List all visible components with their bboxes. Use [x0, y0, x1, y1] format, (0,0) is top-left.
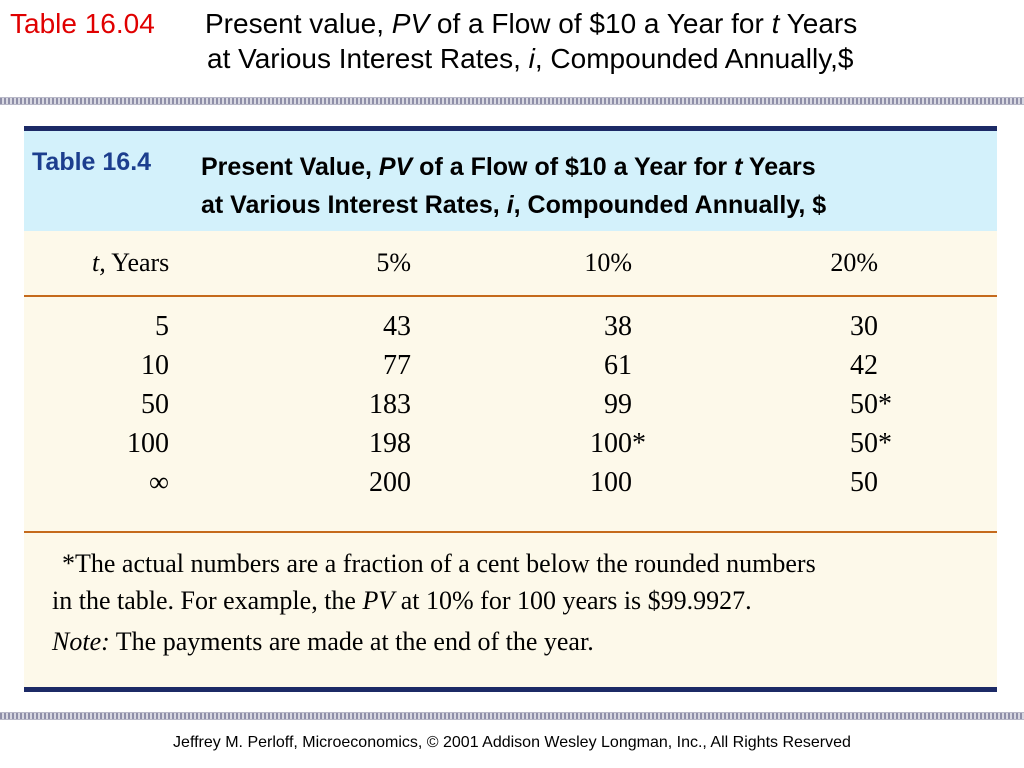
footnote-line-2: in the table. For example, the PV at 10%…: [52, 586, 752, 616]
cell-5pct: 77: [383, 350, 411, 381]
table-title-post: Years: [742, 153, 816, 181]
slide-title-i: i: [528, 43, 535, 74]
cell-10pct-value: 100: [590, 467, 632, 498]
cell-years: 5: [155, 311, 169, 342]
slide-title-pv: PV: [391, 8, 430, 39]
slide-title-mid: of a Flow of $10 a Year for: [429, 8, 772, 39]
cell-20pct: 50: [24, 467, 878, 499]
cell-5pct: 198: [369, 428, 411, 459]
footnote-line-2-pre: in the table. For example, the: [52, 586, 363, 615]
footnote-line-2-post: at 10% for 100 years is $99.9927.: [394, 586, 752, 615]
cell-20pct-value: 50: [850, 428, 878, 459]
column-header-years: t, Years: [92, 248, 169, 278]
table-title-line-2: at Various Interest Rates, i, Compounded…: [201, 186, 826, 224]
column-header-5pct: 5%: [376, 248, 411, 277]
cell-5pct: 200: [369, 467, 411, 498]
cell-5pct: 43: [383, 311, 411, 342]
cell-20pct: 42: [24, 350, 878, 382]
copyright-footer: Jeffrey M. Perloff, Microeconomics, © 20…: [173, 734, 851, 751]
pv-table: Table 16.4 Present Value, PV of a Flow o…: [24, 126, 997, 692]
table-row: 5 43 38 30: [24, 311, 997, 350]
table-title-pv: PV: [378, 153, 413, 181]
note-text: The payments are made at the end of the …: [109, 627, 594, 656]
table-notes: *The actual numbers are a fraction of a …: [24, 533, 997, 690]
table-title-pre: Present Value,: [201, 153, 379, 181]
column-header-years-var: t,: [92, 248, 106, 277]
cell-years: ∞: [149, 467, 169, 498]
cell-20pct-value: 42: [850, 350, 878, 381]
cell-10pct-value: 61: [604, 350, 632, 381]
table-row: ∞ 200 100 50: [24, 467, 997, 506]
cell-20pct-value: 50: [850, 389, 878, 420]
cell-years: 50: [141, 389, 169, 420]
table-title-line2-post: , Compounded Annually, $: [513, 191, 827, 219]
cell-years: 10: [141, 350, 169, 381]
table-row: 50 183 99 50*: [24, 389, 997, 428]
table-title-line-1: Present Value, PV of a Flow of $10 a Yea…: [201, 148, 826, 186]
slide-title-line2-post: , Compounded Annually,$: [534, 43, 854, 74]
cell-10pct: 100: [24, 467, 632, 499]
cell-10pct-value: 38: [604, 311, 632, 342]
slide-title-line2-pre: at Various Interest Rates,: [207, 43, 529, 74]
cell-20pct: 30: [24, 311, 878, 343]
note-label: Note:: [52, 627, 110, 656]
table-label: Table 16.4: [32, 148, 152, 176]
slide-title-label: Table 16.04: [10, 8, 155, 39]
cell-20pct-value: 30: [850, 311, 878, 342]
cell-20pct: 50*: [850, 389, 892, 420]
column-header-row: t, Years 5% 10% 20%: [24, 231, 997, 297]
cell-20pct-value: 50: [850, 467, 878, 498]
table-row: 10 77 61 42: [24, 350, 997, 389]
bottom-divider: [0, 712, 1024, 720]
top-divider: [0, 97, 1024, 105]
column-header-10pct: 10%: [584, 248, 632, 277]
slide-title-text: Present value, PV of a Flow of $10 a Yea…: [205, 6, 1015, 76]
note-line: Note: The payments are made at the end o…: [52, 627, 594, 657]
table-header: Table 16.4 Present Value, PV of a Flow o…: [24, 131, 997, 231]
table-title-mid: of a Flow of $10 a Year for: [412, 153, 735, 181]
slide-title-line-2: at Various Interest Rates, i, Compounded…: [205, 41, 1015, 76]
cell-10pct: 38: [24, 311, 632, 343]
slide-title-t: t: [771, 8, 780, 39]
cell-10pct: 99: [24, 389, 632, 421]
table-body: 5 43 38 30 10 77 61 42 50 183 99 50* 100…: [24, 297, 997, 533]
table-row: 100 198 100* 50*: [24, 428, 997, 467]
table-title: Present Value, PV of a Flow of $10 a Yea…: [201, 148, 826, 224]
cell-10pct-value: 99: [604, 389, 632, 420]
cell-years: 100: [127, 428, 169, 459]
table-title-i: i: [506, 191, 514, 219]
footnote-line-2-pv: PV: [362, 586, 395, 615]
cell-5pct: 183: [369, 389, 411, 420]
slide-title-post: Years: [779, 8, 858, 39]
cell-10pct: 61: [24, 350, 632, 382]
column-header-years-rest: Years: [105, 248, 170, 277]
slide-title-pre: Present value,: [205, 8, 392, 39]
column-header-20pct: 20%: [830, 248, 878, 277]
slide-title-line-1: Present value, PV of a Flow of $10 a Yea…: [205, 6, 1015, 41]
cell-10pct-value: 100: [590, 428, 632, 459]
table-title-line2-pre: at Various Interest Rates,: [201, 191, 507, 219]
table-title-t: t: [734, 153, 743, 181]
slide-title: Table 16.04 Present value, PV of a Flow …: [0, 6, 1024, 92]
cell-20pct: 50*: [850, 428, 892, 459]
footnote-line-1: *The actual numbers are a fraction of a …: [62, 549, 816, 578]
